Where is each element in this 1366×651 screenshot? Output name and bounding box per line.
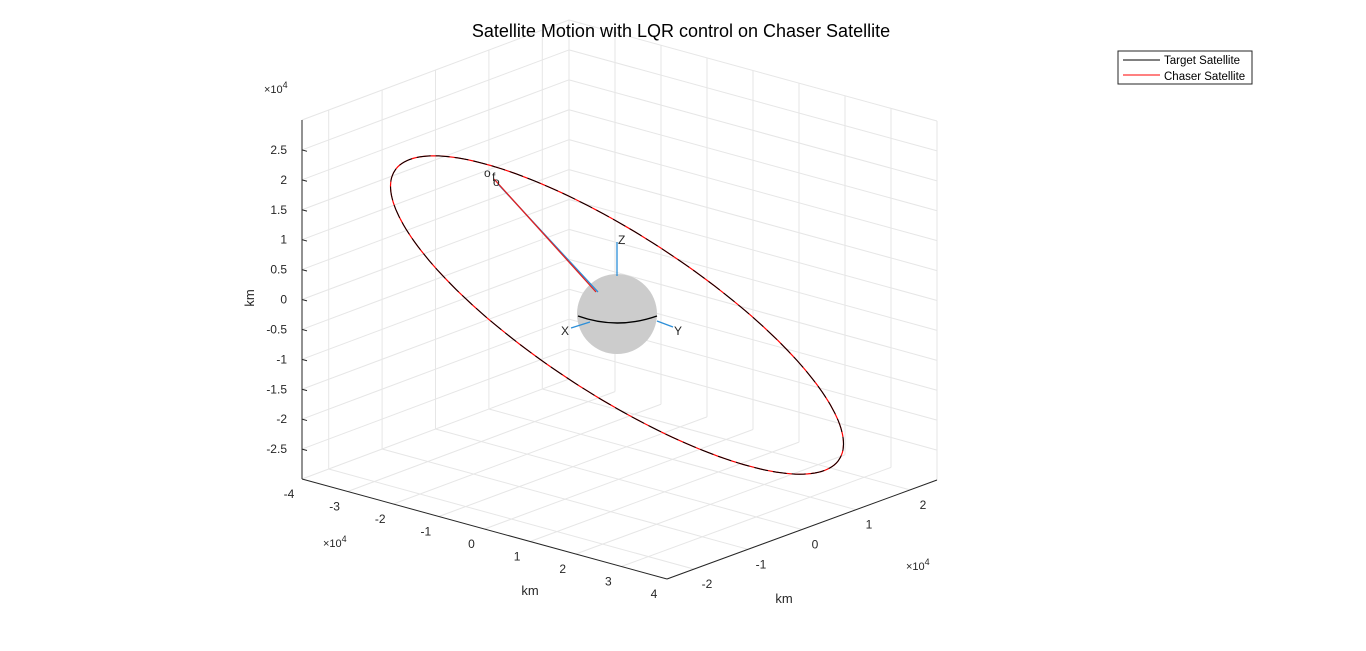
x-tick-label: 0 (468, 537, 475, 551)
y-exponent: ×104 (906, 557, 930, 573)
x-axis-label: km (521, 583, 538, 598)
z-tick-label: -0.5 (266, 322, 287, 336)
z-tick-mark (301, 328, 308, 332)
x-tick-label: -2 (375, 512, 386, 526)
grid-line-z-left (301, 169, 570, 271)
chart-title: Satellite Motion with LQR control on Cha… (472, 21, 890, 41)
z-tick-mark (301, 269, 308, 272)
x-tick-label: 1 (514, 550, 521, 564)
z-tick-mark (301, 358, 308, 362)
grid-line-z-left (301, 348, 570, 450)
grid-line-z-back (568, 169, 938, 272)
z-tick-mark (301, 388, 308, 392)
z-axis-label: km (242, 289, 257, 306)
svg-text:×104: ×104 (264, 80, 288, 96)
grid-line-z-left (301, 258, 570, 360)
z-tick-label: 2.5 (270, 143, 287, 157)
x-tick-label: 2 (559, 562, 566, 576)
y-tick-label: -1 (756, 557, 767, 571)
grid-line-z-left (301, 288, 570, 390)
grid-line-y (542, 388, 911, 491)
grid-line-z-back (568, 139, 938, 242)
y-tick-label: 0 (812, 538, 819, 552)
axis-line (301, 478, 668, 580)
earth-sphere (577, 274, 657, 354)
z-tick-label: 0 (280, 293, 287, 307)
z-tick-mark (301, 179, 308, 182)
svg-text:×104: ×104 (906, 557, 930, 573)
x-exponent: ×104 (323, 534, 347, 550)
z-exponent: ×104 (264, 80, 288, 96)
grid-line-z-back (568, 258, 938, 361)
z-tick-label: -1 (276, 352, 287, 366)
earth-y-label: Y (674, 324, 682, 338)
earth-x-axis (570, 321, 591, 329)
z-tick-mark (301, 209, 308, 212)
z-tick-mark (301, 299, 308, 302)
earth-x-label: X (561, 324, 569, 338)
z-tick-label: -2 (276, 412, 287, 426)
axes-grid (301, 19, 938, 580)
z-tick-mark (301, 149, 308, 152)
grid-line-z-back (568, 348, 938, 451)
grid-line-z-left (301, 49, 570, 151)
target-orbit (389, 155, 845, 475)
svg-text:×104: ×104 (323, 534, 347, 550)
z-tick-mark (301, 239, 308, 242)
y-tick-label: 2 (920, 498, 927, 512)
grid-line-z-left (301, 109, 570, 211)
grid-line-z-back (568, 49, 938, 152)
y-axis-label: km (775, 591, 792, 606)
z-tick-label: 1 (280, 233, 287, 247)
grid-line-z-back (568, 199, 938, 301)
x-tick-label: -3 (329, 500, 340, 514)
z-tick-mark (301, 448, 308, 451)
z-tick-mark (301, 418, 308, 422)
grid-line-y (435, 428, 803, 530)
grid-line-z-left (301, 228, 570, 330)
grid-line-z-left (301, 318, 570, 420)
grid-line-y (488, 408, 857, 511)
grid-line-y (328, 468, 695, 570)
z-tick-label: -2.5 (266, 442, 287, 456)
marker-o-2: o (493, 175, 500, 189)
earth-y-axis (656, 320, 674, 328)
x-tick-label: -1 (421, 525, 432, 539)
x-tick-label: 3 (605, 575, 612, 589)
earth: Z X Y (561, 233, 682, 354)
earth-z-label: Z (618, 233, 625, 247)
marker-o-1: o (484, 166, 491, 180)
y-tick-label: -2 (702, 577, 713, 591)
grid-line-z-back (568, 109, 938, 212)
chaser-position-vector (493, 178, 597, 293)
axis-ticks: -4 -3 -2 -1 0 1 2 3 4 2 1 0 -1 -2 2.5 2 1.5 1 0.5 0 -0.5 -1 -1… (266, 120, 938, 601)
marker-f: f (492, 170, 496, 184)
legend-box (1117, 50, 1253, 85)
grid-line-z-left (301, 139, 570, 241)
grid-line-z-back (568, 228, 938, 331)
grid-line-z-back (568, 79, 938, 182)
z-tick-label: 1.5 (270, 203, 287, 217)
z-tick-label: 2 (280, 173, 287, 187)
z-tick-label: 0.5 (270, 263, 287, 277)
legend-label-target: Target Satellite (1164, 55, 1240, 67)
grid-frame (568, 19, 938, 122)
axis-line (666, 479, 938, 580)
x-tick-label: 4 (651, 587, 658, 601)
grid-line-y (381, 448, 749, 550)
earth-equator (577, 315, 658, 324)
grid-line-z-left (301, 199, 570, 300)
legend: Target Satellite Chaser Satellite (1117, 50, 1253, 85)
legend-label-chaser: Chaser Satellite (1164, 71, 1245, 83)
y-tick-label: 1 (866, 518, 873, 532)
x-tick-label: -4 (284, 487, 295, 501)
grid-line-z-left (301, 79, 570, 181)
z-tick-label: -1.5 (266, 382, 287, 396)
grid-frame (301, 19, 570, 121)
